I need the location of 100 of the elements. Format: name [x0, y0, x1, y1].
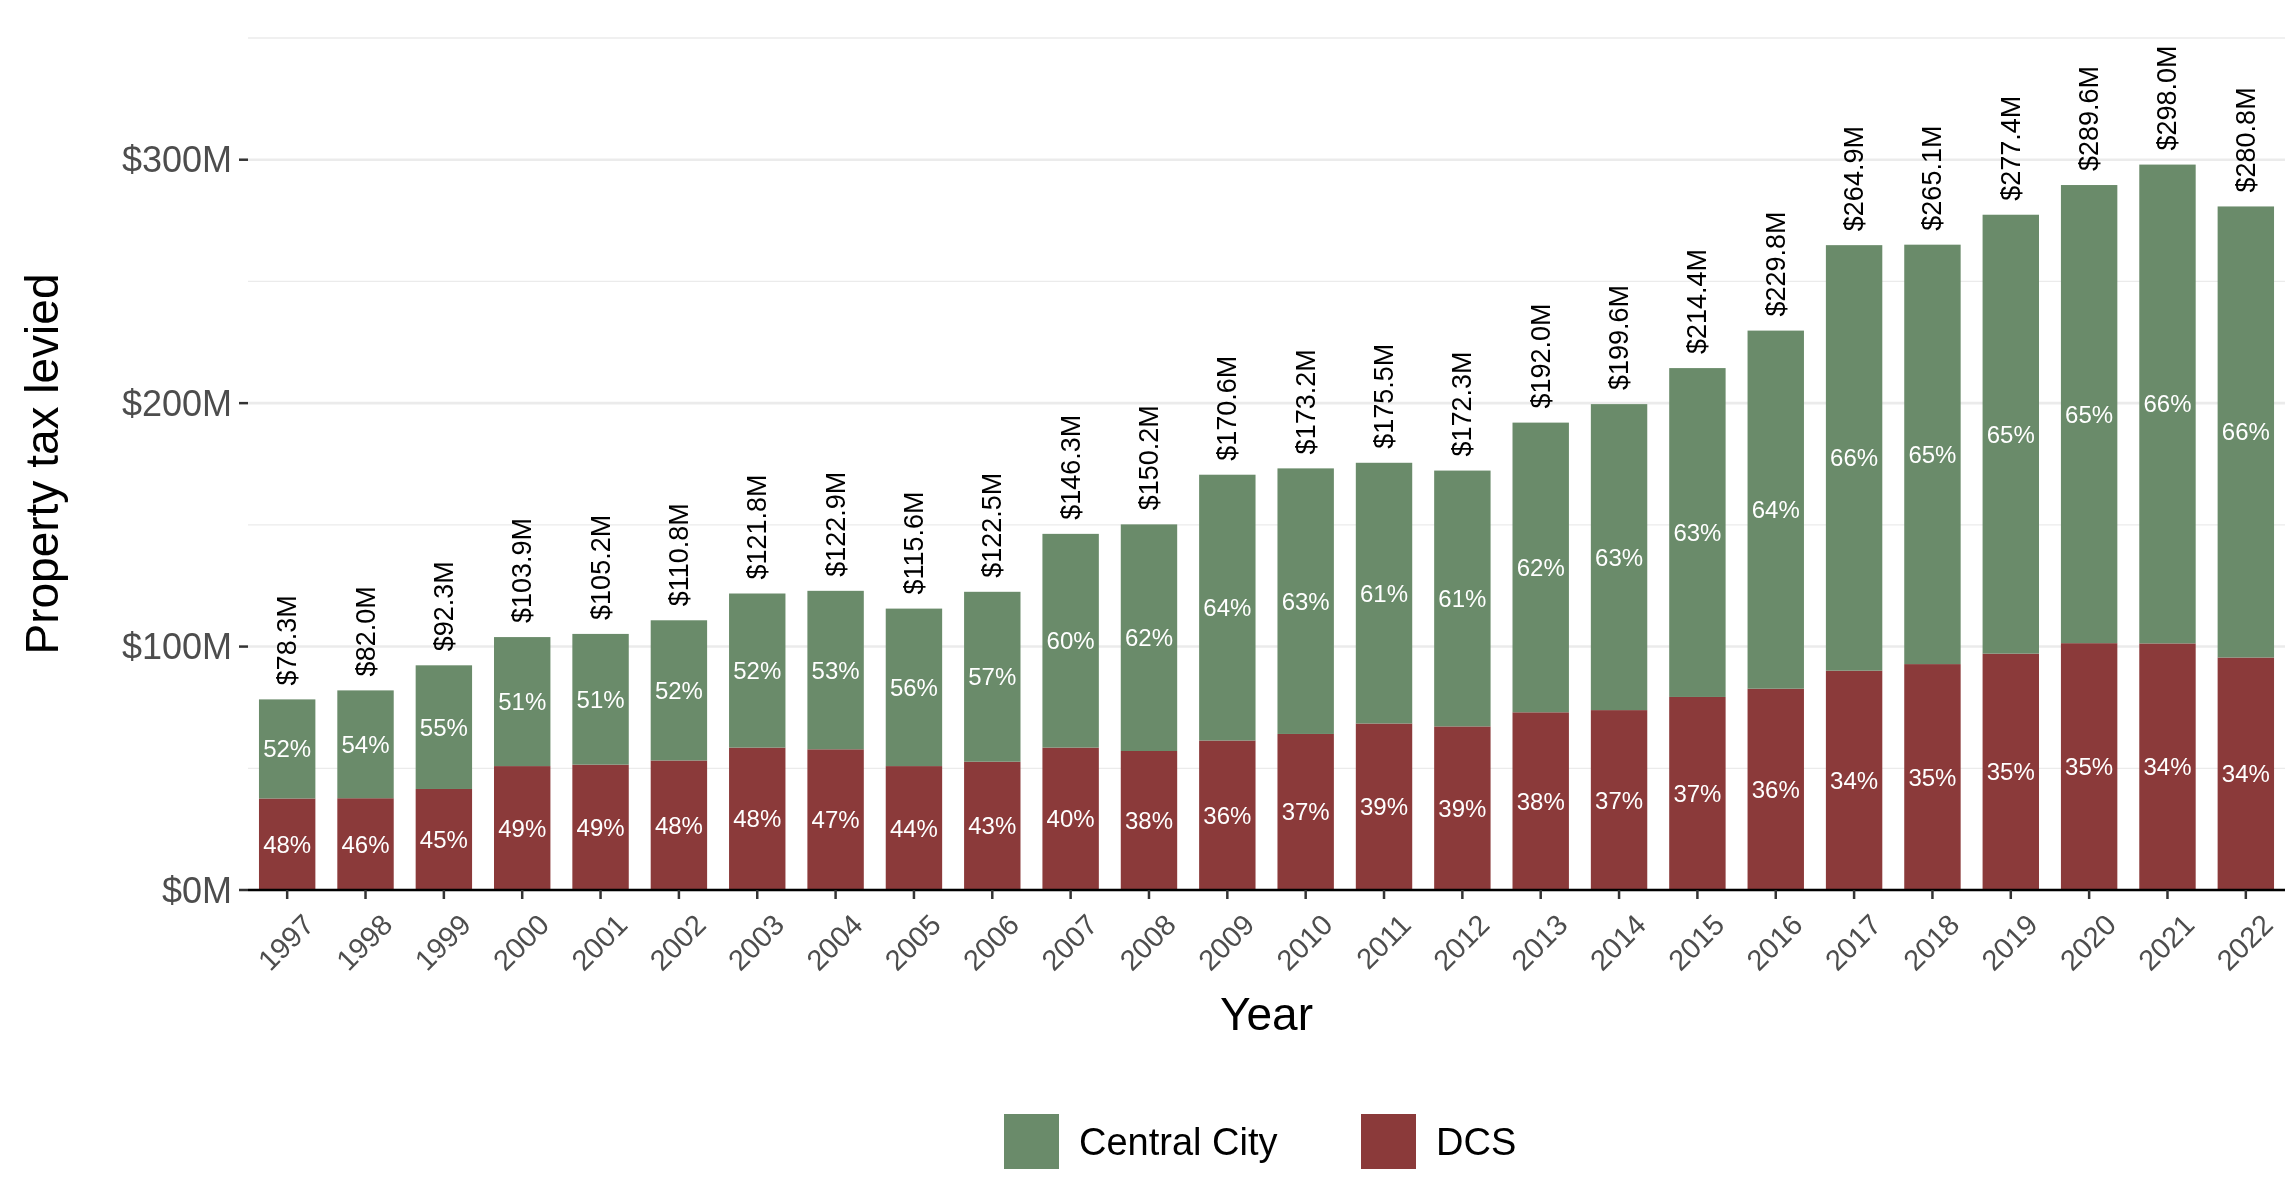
annotation: 65% — [1908, 440, 1957, 468]
annotation: 35% — [1986, 758, 2035, 786]
annotation: 38% — [1124, 807, 1173, 834]
bar — [650, 620, 708, 761]
annotation: 34% — [2221, 760, 2270, 788]
annotation: 45% — [419, 825, 468, 853]
annotation: 55% — [419, 713, 468, 741]
annotation: 52% — [263, 735, 312, 763]
total-label: $277.4M — [1995, 95, 2026, 201]
bar — [885, 608, 943, 767]
bar — [1199, 740, 1256, 890]
annotation: 61% — [1360, 579, 1409, 607]
annotation: 46% — [341, 830, 390, 858]
bar — [1982, 214, 2039, 654]
bar — [337, 690, 394, 799]
bar — [572, 633, 629, 765]
total-label: $173.2M — [1290, 349, 1321, 455]
annotation: 48% — [733, 805, 782, 833]
bar — [1434, 470, 1491, 727]
bar — [2217, 206, 2275, 658]
total-label: $170.6M — [1212, 355, 1243, 461]
bar — [2217, 657, 2275, 890]
annotation: 49% — [498, 814, 547, 842]
total-label: $78.3M — [272, 595, 303, 686]
annotation: 43% — [968, 812, 1017, 840]
bar — [1512, 422, 1569, 713]
annotation: 37% — [1595, 786, 1644, 814]
bar — [885, 766, 943, 890]
total-label: $172.3M — [1447, 351, 1478, 457]
bar — [258, 798, 316, 890]
bar — [2139, 164, 2196, 644]
annotation: 61% — [1438, 584, 1487, 612]
legend-label: Central City — [1079, 1121, 1278, 1163]
annotation: 62% — [1516, 553, 1565, 581]
annotation: 39% — [1360, 793, 1409, 821]
bar — [258, 699, 316, 799]
bar — [1669, 696, 1726, 890]
total-label: $103.9M — [507, 518, 538, 624]
annotation: 66% — [2143, 390, 2192, 418]
total-label: $265.1M — [1917, 125, 1948, 231]
bar — [572, 764, 629, 890]
bar — [1120, 524, 1178, 751]
bar — [337, 798, 394, 890]
total-label: $105.2M — [585, 514, 616, 620]
bar — [1669, 368, 1726, 697]
bar — [807, 749, 864, 890]
annotation: 37% — [1673, 779, 1722, 807]
bar — [1512, 712, 1569, 890]
bar — [1120, 751, 1178, 890]
annotation: 65% — [1986, 420, 2035, 448]
annotation: 53% — [811, 656, 860, 684]
bar — [1042, 747, 1099, 890]
y-tick-label: $200M — [121, 382, 232, 424]
annotation: 51% — [498, 688, 547, 716]
annotation: 51% — [576, 685, 625, 713]
bar — [1590, 710, 1648, 890]
annotation: 36% — [1203, 801, 1252, 829]
total-label: $214.4M — [1682, 249, 1713, 355]
annotation: 37% — [1281, 798, 1330, 826]
total-label: $298.0M — [2152, 45, 2183, 151]
bar — [1825, 670, 1883, 890]
annotation: 44% — [889, 814, 938, 842]
total-label: $110.8M — [663, 503, 694, 607]
annotation: 56% — [889, 673, 938, 701]
annotation: 35% — [2065, 753, 2114, 781]
total-label: $264.9M — [1839, 126, 1870, 232]
y-tick-label: $300M — [121, 139, 232, 181]
annotation: 47% — [811, 806, 860, 834]
annotation: 39% — [1438, 794, 1487, 822]
annotation: 48% — [654, 811, 703, 839]
x-axis-title: Year — [1220, 988, 1313, 1040]
annotation: 36% — [1751, 775, 1800, 803]
total-label: $229.8M — [1760, 211, 1791, 317]
bar — [2060, 643, 2118, 890]
annotation: 34% — [1830, 766, 1879, 794]
bar — [415, 788, 473, 890]
bar — [1904, 664, 1961, 890]
bar — [1355, 462, 1413, 724]
annotation: 64% — [1751, 496, 1800, 524]
total-label: $199.6M — [1604, 285, 1635, 391]
annotation: 35% — [1908, 763, 1957, 791]
bar — [1042, 533, 1099, 748]
total-label: $122.9M — [820, 471, 851, 577]
bar — [2060, 185, 2118, 644]
bar — [807, 590, 864, 750]
y-tick-label: $100M — [121, 626, 232, 668]
y-tick-label: $0M — [161, 869, 232, 911]
annotation: 49% — [576, 813, 625, 841]
annotation: 34% — [2143, 753, 2192, 781]
total-label: $146.3M — [1055, 414, 1086, 520]
total-label: $289.6M — [2074, 65, 2105, 172]
bar — [1747, 688, 1804, 890]
annotation: 48% — [263, 830, 312, 858]
bar — [1904, 244, 1961, 665]
total-label: $82.0M — [350, 586, 381, 677]
annotation: 52% — [733, 657, 782, 685]
annotation: 64% — [1203, 594, 1252, 622]
bar — [415, 665, 473, 789]
bar — [1982, 653, 2039, 890]
bar — [1747, 330, 1804, 689]
